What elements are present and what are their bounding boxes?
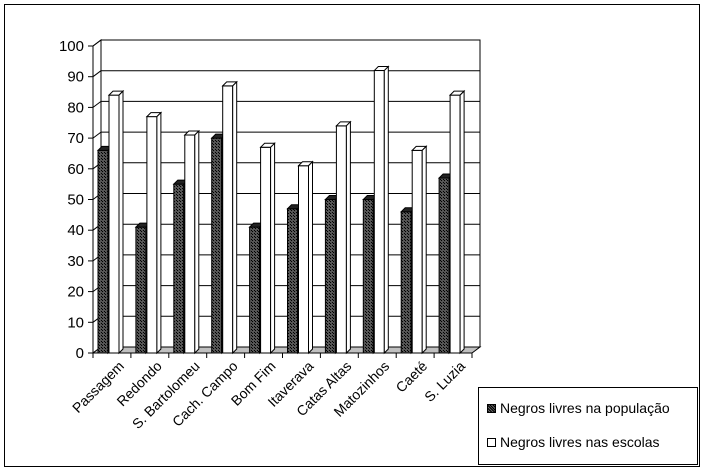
bar-escolas-side <box>194 129 200 355</box>
gridline-side-90 <box>92 70 102 78</box>
bar-escolas-side <box>421 145 427 355</box>
legend-item-escolas: Negros livres nas escolas <box>487 434 660 450</box>
bar-escolas-side <box>459 89 465 355</box>
legend-label-escolas: Negros livres nas escolas <box>500 434 660 450</box>
legend-swatch-populacao <box>487 403 496 413</box>
legend-swatch-escolas <box>487 437 496 447</box>
y-tick-labels: 0 10 20 30 40 50 60 70 80 90 100 <box>59 38 84 362</box>
bar-escolas-front <box>260 146 272 354</box>
gridline-side-80 <box>92 101 102 108</box>
bar-escolas <box>335 120 352 355</box>
bar-escolas-front <box>222 85 234 354</box>
bar-escolas <box>448 89 466 355</box>
bar-escolas <box>107 89 125 355</box>
y-tick-label: 0 <box>76 345 84 362</box>
bar-escolas-side <box>156 111 162 355</box>
y-tick-label: 60 <box>67 161 84 178</box>
bar-escolas-side <box>383 65 389 355</box>
bar-populacao-front <box>287 208 298 354</box>
bar-escolas <box>183 129 201 355</box>
legend-label-populacao: Negros livres na população <box>500 400 670 416</box>
bar-populacao-front <box>400 211 412 354</box>
gridline-side-100 <box>92 39 102 47</box>
y-tick-label: 90 <box>67 69 84 86</box>
bar-escolas-front <box>449 94 461 354</box>
bar-escolas <box>259 142 276 355</box>
bar-escolas-front <box>298 165 309 354</box>
bar-escolas <box>221 80 238 355</box>
y-tick-label: 70 <box>67 130 84 147</box>
bars <box>96 65 466 355</box>
bar-escolas-front <box>335 125 347 354</box>
bar-escolas <box>410 145 428 355</box>
bar-populacao-front <box>249 226 261 354</box>
bar-escolas-front <box>411 149 423 354</box>
bar-escolas-front <box>108 94 120 354</box>
bar-escolas-side <box>308 160 313 355</box>
bar-escolas-front <box>373 70 385 354</box>
y-tick-label: 20 <box>67 284 84 301</box>
bar-populacao-front <box>97 149 109 354</box>
y-tick-label: 10 <box>67 314 84 331</box>
y-tick-label: 50 <box>67 192 84 209</box>
gridline-side-70 <box>92 131 102 139</box>
legend: Negros livres na população Negros livres… <box>478 387 698 465</box>
bar-escolas-side <box>118 89 124 355</box>
y-tick-label: 30 <box>67 253 84 270</box>
bar-populacao-front <box>362 199 374 354</box>
bar-escolas-front <box>146 116 158 354</box>
bar-escolas <box>297 160 314 355</box>
bar-escolas <box>145 111 163 355</box>
bar-escolas <box>373 65 390 355</box>
bar-escolas-side <box>345 120 351 355</box>
bar-populacao-front <box>211 137 223 354</box>
bar-populacao-front <box>173 183 185 354</box>
legend-item-populacao: Negros livres na população <box>487 400 670 416</box>
x-tick-label: S. Luzia <box>421 358 468 405</box>
y-tick-label: 100 <box>59 38 84 55</box>
x-tick-label: Passagem <box>69 358 127 416</box>
y-tick-label: 40 <box>67 222 84 239</box>
bar-escolas-front <box>184 134 196 354</box>
y-tick-label: 80 <box>67 99 84 116</box>
bar-escolas-side <box>270 142 276 355</box>
bar-populacao-front <box>135 226 147 354</box>
bar-escolas-side <box>232 80 238 355</box>
bar-populacao-front <box>324 199 336 354</box>
bar-populacao-front <box>438 177 450 354</box>
